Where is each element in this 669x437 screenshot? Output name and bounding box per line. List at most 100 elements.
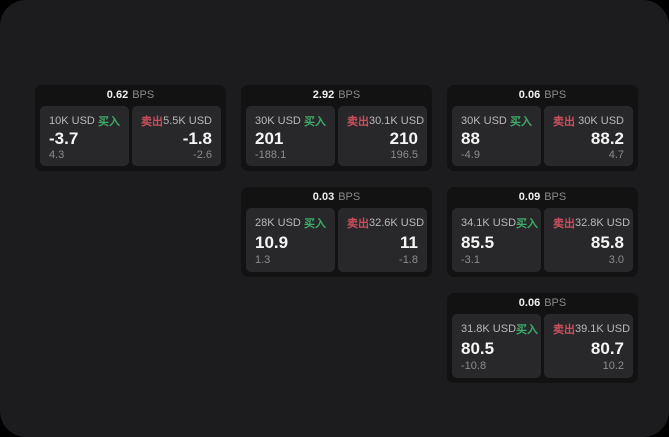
sell-panel[interactable]: 卖出 5.5K USD -1.8 -2.6: [132, 106, 221, 166]
card-body: 30K USD 买入 201 -188.1 卖出 30.1K USD 210 1…: [246, 106, 427, 166]
buy-panel-header: 34.1K USD 买入: [461, 215, 538, 231]
sell-panel[interactable]: 卖出 32.8K USD 85.8 3.0: [544, 208, 633, 272]
card-body: 28K USD 买入 10.9 1.3 卖出 32.6K USD 11 -1.8: [246, 208, 427, 272]
sell-notional: 32.8K USD: [575, 217, 631, 229]
card-header: 0.09 BPS: [452, 187, 633, 208]
sell-side-label: 卖出: [347, 218, 369, 230]
sell-panel-header: 卖出 32.6K USD: [347, 215, 424, 231]
sell-delta: 10.2: [602, 360, 624, 372]
sell-side-label: 卖出: [553, 324, 575, 336]
buy-price: -3.7: [49, 129, 79, 148]
sell-panel-header: 卖出 5.5K USD: [141, 113, 212, 129]
sell-notional: 30.1K USD: [369, 115, 425, 127]
sell-panel[interactable]: 卖出 32.6K USD 11 -1.8: [338, 208, 427, 272]
card-header: 2.92 BPS: [246, 85, 427, 106]
buy-side-label: 买入: [98, 116, 120, 128]
buy-notional: 28K USD: [255, 217, 301, 229]
bps-value: 0.06: [518, 297, 541, 309]
bps-unit-label: BPS: [132, 89, 155, 101]
sell-panel[interactable]: 卖出 30.1K USD 210 196.5: [338, 106, 427, 166]
sell-panel-header: 卖出 39.1K USD: [553, 321, 630, 337]
sell-price: -1.8: [182, 129, 212, 148]
buy-side-label: 买入: [516, 218, 539, 230]
buy-delta: -3.1: [461, 254, 480, 266]
buy-price: 88: [461, 129, 480, 148]
sell-delta: -1.8: [399, 254, 418, 266]
quote-card: 0.06 BPS 30K USD 买入 88 -4.9 卖出 30K USD 8…: [447, 85, 638, 171]
buy-panel-header: 30K USD 买入: [255, 113, 326, 129]
buy-price: 10.9: [255, 232, 289, 252]
buy-notional: 30K USD: [461, 115, 507, 127]
buy-price: 85.5: [461, 232, 495, 252]
buy-side-label: 买入: [516, 324, 539, 336]
sell-notional: 30K USD: [578, 115, 624, 127]
buy-panel[interactable]: 30K USD 买入 201 -188.1: [246, 106, 335, 166]
buy-delta: -188.1: [255, 148, 287, 161]
buy-panel-header: 28K USD 买入: [255, 215, 326, 231]
buy-delta: -4.9: [461, 148, 480, 161]
buy-notional: 30K USD: [255, 115, 301, 127]
sell-notional: 32.6K USD: [369, 217, 425, 229]
buy-delta: 4.3: [49, 148, 65, 161]
sell-panel[interactable]: 卖出 39.1K USD 80.7 10.2: [544, 314, 633, 378]
buy-side-label: 买入: [304, 218, 326, 230]
cards-grid: 0.62 BPS 10K USD 买入 -3.7 4.3 卖出 5.5K USD…: [35, 85, 638, 383]
sell-panel[interactable]: 卖出 30K USD 88.2 4.7: [544, 106, 633, 166]
quote-card: 0.62 BPS 10K USD 买入 -3.7 4.3 卖出 5.5K USD…: [35, 85, 226, 171]
sell-delta: -2.6: [193, 148, 212, 161]
bps-unit-label: BPS: [544, 191, 567, 203]
buy-notional: 34.1K USD: [461, 217, 517, 229]
sell-notional: 39.1K USD: [575, 323, 631, 335]
card-header: 0.03 BPS: [246, 187, 427, 208]
card-header: 0.62 BPS: [40, 85, 221, 106]
buy-side-label: 买入: [304, 116, 326, 128]
buy-side-label: 买入: [510, 116, 532, 128]
buy-delta: -10.8: [461, 360, 487, 372]
bps-value: 0.09: [518, 191, 541, 203]
sell-price: 210: [389, 129, 418, 148]
card-header: 0.06 BPS: [452, 293, 633, 314]
sell-delta: 3.0: [608, 254, 624, 266]
bps-unit-label: BPS: [338, 89, 361, 101]
quote-card: 2.92 BPS 30K USD 买入 201 -188.1 卖出 30.1K …: [241, 85, 432, 171]
sell-price: 88.2: [590, 129, 624, 148]
bps-value: 0.06: [518, 89, 541, 101]
sell-panel-header: 卖出 32.8K USD: [553, 215, 630, 231]
sell-notional: 5.5K USD: [163, 115, 212, 127]
sell-price: 80.7: [590, 338, 624, 358]
sell-side-label: 卖出: [141, 116, 163, 128]
sell-delta: 4.7: [608, 148, 624, 161]
card-body: 10K USD 买入 -3.7 4.3 卖出 5.5K USD -1.8 -2.…: [40, 106, 221, 166]
card-header: 0.06 BPS: [452, 85, 633, 106]
sell-panel-header: 卖出 30.1K USD: [347, 113, 424, 129]
bps-unit-label: BPS: [544, 297, 567, 309]
buy-panel[interactable]: 34.1K USD 买入 85.5 -3.1: [452, 208, 541, 272]
buy-panel-header: 10K USD 买入: [49, 113, 120, 129]
bps-unit-label: BPS: [338, 191, 361, 203]
bps-value: 0.62: [106, 89, 129, 101]
sell-side-label: 卖出: [553, 116, 575, 128]
sell-side-label: 卖出: [553, 218, 575, 230]
quote-card: 0.09 BPS 34.1K USD 买入 85.5 -3.1 卖出 32.8K…: [447, 187, 638, 277]
buy-price: 201: [255, 129, 284, 148]
bps-unit-label: BPS: [544, 89, 567, 101]
buy-panel-header: 31.8K USD 买入: [461, 321, 538, 337]
card-body: 34.1K USD 买入 85.5 -3.1 卖出 32.8K USD 85.8…: [452, 208, 633, 272]
buy-panel[interactable]: 31.8K USD 买入 80.5 -10.8: [452, 314, 541, 378]
buy-panel[interactable]: 10K USD 买入 -3.7 4.3: [40, 106, 129, 166]
quote-card: 0.03 BPS 28K USD 买入 10.9 1.3 卖出 32.6K US…: [241, 187, 432, 277]
buy-notional: 10K USD: [49, 115, 95, 127]
bps-value: 0.03: [312, 191, 335, 203]
sell-delta: 196.5: [390, 148, 418, 161]
quote-card: 0.06 BPS 31.8K USD 买入 80.5 -10.8 卖出 39.1…: [447, 293, 638, 383]
buy-panel[interactable]: 30K USD 买入 88 -4.9: [452, 106, 541, 166]
buy-panel[interactable]: 28K USD 买入 10.9 1.3: [246, 208, 335, 272]
sell-price: 11: [400, 232, 418, 252]
sell-side-label: 卖出: [347, 116, 369, 128]
buy-panel-header: 30K USD 买入: [461, 113, 532, 129]
sell-panel-header: 卖出 30K USD: [553, 113, 624, 129]
buy-notional: 31.8K USD: [461, 323, 517, 335]
card-body: 31.8K USD 买入 80.5 -10.8 卖出 39.1K USD 80.…: [452, 314, 633, 378]
bps-value: 2.92: [312, 89, 335, 101]
